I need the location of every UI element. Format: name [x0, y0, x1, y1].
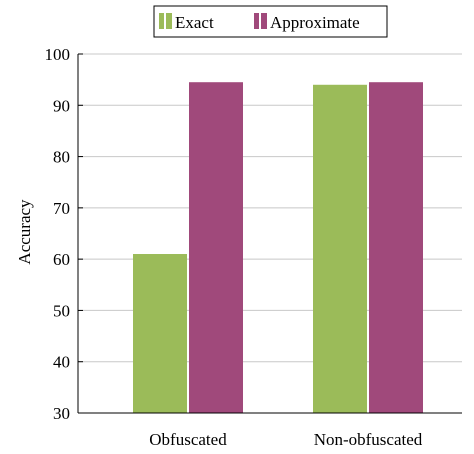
y-tick-label: 90 [53, 96, 70, 115]
y-tick-label: 40 [53, 353, 70, 372]
y-tick-label: 60 [53, 250, 70, 269]
y-tick-label: 70 [53, 199, 70, 218]
y-tick-labels: 30 40 50 60 70 80 90 100 [45, 45, 71, 423]
x-tick-label: Non-obfuscated [314, 430, 423, 449]
x-tick-label: Obfuscated [149, 430, 227, 449]
bar-exact-non-obfuscated [313, 84, 367, 414]
legend-swatch-exact-a [159, 13, 164, 29]
y-tick-label: 30 [53, 404, 70, 423]
legend-swatch-approximate-a [254, 13, 259, 29]
legend-border [153, 5, 388, 38]
legend-label-approximate: Approximate [270, 13, 360, 32]
legend-entry-approximate: Approximate [254, 13, 360, 32]
y-tick-label: 80 [53, 148, 70, 167]
bar-exact-obfuscated [133, 254, 187, 413]
legend-swatch-exact-b [166, 13, 172, 29]
legend-swatch-approximate-b [261, 13, 267, 29]
legend-entry-exact: Exact [159, 13, 214, 32]
legend: Exact Approximate [153, 5, 388, 38]
y-tick-label: 100 [45, 45, 71, 64]
legend-label-exact: Exact [175, 13, 214, 32]
bar-approximate-non-obfuscated [369, 82, 423, 413]
x-tick-labels: Obfuscated Non-obfuscated [149, 430, 422, 449]
bars [133, 82, 423, 414]
y-tick-label: 50 [53, 301, 70, 320]
y-axis-title: Accuracy [15, 199, 34, 265]
bar-approximate-obfuscated [189, 82, 243, 413]
